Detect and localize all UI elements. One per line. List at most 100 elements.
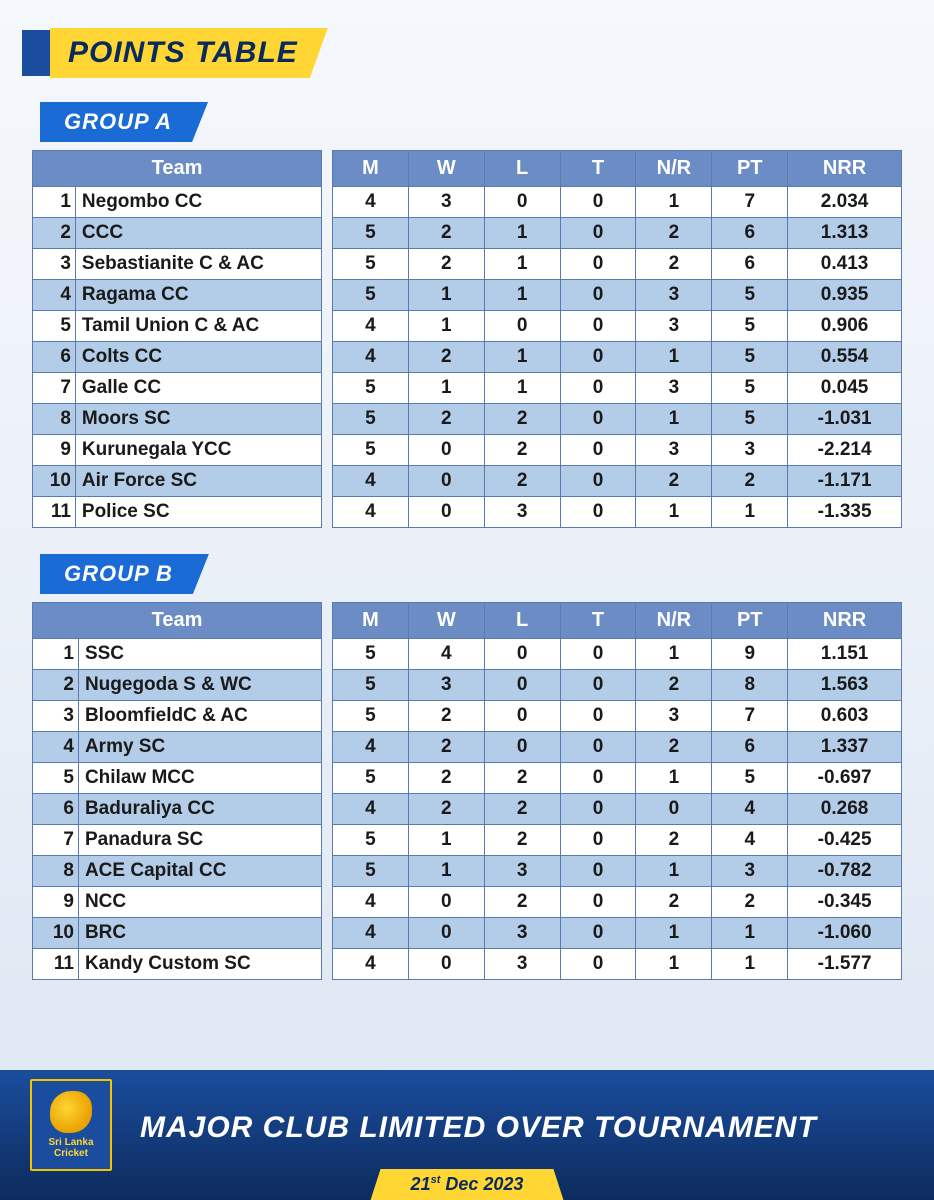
cell-m: 5: [333, 280, 409, 311]
cell-w: 2: [408, 794, 484, 825]
cell-t: 0: [560, 373, 636, 404]
cell-m: 5: [333, 218, 409, 249]
col-nr: N/R: [636, 151, 712, 187]
cell-t: 0: [560, 249, 636, 280]
cell-w: 2: [408, 342, 484, 373]
table-row: 4200261.337: [333, 732, 902, 763]
team-name-cell: Moors SC: [75, 404, 321, 435]
table-row: 11Police SC: [33, 497, 322, 528]
cell-l: 0: [484, 639, 560, 670]
cell-pt: 6: [712, 218, 788, 249]
table-row: 5210260.413: [333, 249, 902, 280]
table-row: 4Ragama CC: [33, 280, 322, 311]
cell-nr: 2: [636, 249, 712, 280]
cell-l: 2: [484, 466, 560, 497]
cell-t: 0: [560, 794, 636, 825]
group-tables: Team1SSC2Nugegoda S & WC3BloomfieldC & A…: [32, 602, 902, 980]
cell-l: 1: [484, 218, 560, 249]
table-row: 1Negombo CC: [33, 187, 322, 218]
cell-nrr: 1.313: [788, 218, 902, 249]
col-nr: N/R: [636, 603, 712, 639]
tournament-name: MAJOR CLUB LIMITED OVER TOURNAMENT: [140, 1111, 817, 1145]
cell-m: 5: [333, 825, 409, 856]
logo-text: Sri LankaCricket: [48, 1137, 93, 1159]
table-row: 4Army SC: [33, 732, 322, 763]
cell-w: 2: [408, 732, 484, 763]
cell-l: 1: [484, 373, 560, 404]
rank-cell: 5: [33, 763, 79, 794]
slc-logo: Sri LankaCricket: [30, 1079, 112, 1171]
cell-l: 2: [484, 825, 560, 856]
cell-pt: 4: [712, 794, 788, 825]
team-name-cell: CCC: [75, 218, 321, 249]
rank-cell: 1: [33, 187, 76, 218]
table-row: 8Moors SC: [33, 404, 322, 435]
cell-l: 2: [484, 404, 560, 435]
cell-m: 5: [333, 404, 409, 435]
table-row: 4300172.034: [333, 187, 902, 218]
cell-t: 0: [560, 187, 636, 218]
team-name-cell: Panadura SC: [78, 825, 321, 856]
stats-table: MWLTN/RPTNRR4300172.0345210261.313521026…: [332, 150, 902, 528]
table-row: 4100350.906: [333, 311, 902, 342]
cell-t: 0: [560, 701, 636, 732]
table-row: 10BRC: [33, 918, 322, 949]
team-name-cell: Baduraliya CC: [78, 794, 321, 825]
table-row: 6Colts CC: [33, 342, 322, 373]
cell-l: 3: [484, 856, 560, 887]
cell-w: 3: [408, 187, 484, 218]
col-nrr: NRR: [788, 603, 902, 639]
cell-w: 1: [408, 373, 484, 404]
team-name-cell: SSC: [78, 639, 321, 670]
cell-nr: 1: [636, 187, 712, 218]
cell-nr: 2: [636, 218, 712, 249]
cell-t: 0: [560, 887, 636, 918]
table-row: 402022-0.345: [333, 887, 902, 918]
cell-w: 2: [408, 218, 484, 249]
col-w: W: [408, 151, 484, 187]
col-team: Team: [33, 151, 322, 187]
cell-m: 4: [333, 794, 409, 825]
table-row: 522015-1.031: [333, 404, 902, 435]
rank-cell: 6: [33, 342, 76, 373]
table-row: 11Kandy Custom SC: [33, 949, 322, 980]
rank-cell: 3: [33, 249, 76, 280]
footer: Sri LankaCricket MAJOR CLUB LIMITED OVER…: [0, 1070, 934, 1200]
cell-nr: 3: [636, 373, 712, 404]
col-pt: PT: [712, 603, 788, 639]
cell-l: 2: [484, 887, 560, 918]
cell-w: 2: [408, 763, 484, 794]
table-row: 403011-1.060: [333, 918, 902, 949]
cell-l: 1: [484, 280, 560, 311]
rank-cell: 1: [33, 639, 79, 670]
team-name-cell: Nugegoda S & WC: [78, 670, 321, 701]
col-l: L: [484, 603, 560, 639]
cell-nrr: -0.697: [788, 763, 902, 794]
cell-m: 4: [333, 918, 409, 949]
table-row: 9Kurunegala YCC: [33, 435, 322, 466]
table-row: 1SSC: [33, 639, 322, 670]
cell-w: 0: [408, 497, 484, 528]
cell-pt: 2: [712, 887, 788, 918]
cell-t: 0: [560, 670, 636, 701]
cell-t: 0: [560, 918, 636, 949]
cell-l: 0: [484, 732, 560, 763]
table-row: 4210150.554: [333, 342, 902, 373]
cell-m: 5: [333, 639, 409, 670]
col-t: T: [560, 603, 636, 639]
cell-l: 3: [484, 497, 560, 528]
cell-pt: 5: [712, 404, 788, 435]
table-row: 402022-1.171: [333, 466, 902, 497]
cell-nr: 2: [636, 887, 712, 918]
rank-cell: 2: [33, 670, 79, 701]
cell-t: 0: [560, 311, 636, 342]
cell-nrr: -0.782: [788, 856, 902, 887]
cell-t: 0: [560, 466, 636, 497]
cell-m: 4: [333, 311, 409, 342]
rank-cell: 11: [33, 949, 79, 980]
cell-nr: 1: [636, 639, 712, 670]
cell-pt: 1: [712, 497, 788, 528]
cell-pt: 5: [712, 311, 788, 342]
table-row: 9NCC: [33, 887, 322, 918]
cell-pt: 6: [712, 249, 788, 280]
